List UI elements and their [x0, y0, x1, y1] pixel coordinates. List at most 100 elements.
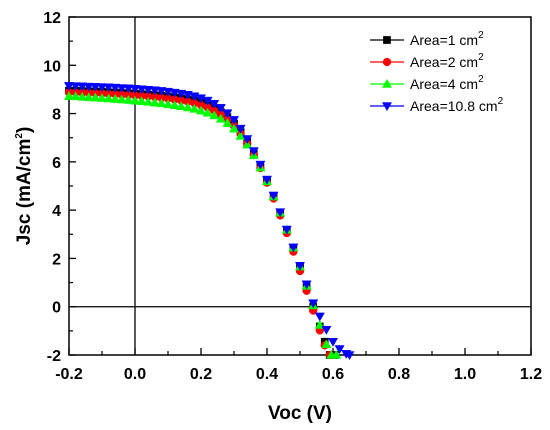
- legend-label-sup: 2: [498, 96, 504, 107]
- x-tick-label: -0.2: [55, 366, 83, 383]
- data-point: [123, 94, 134, 104]
- data-point: [308, 299, 319, 309]
- data-point: [288, 243, 299, 253]
- legend-marker: [381, 78, 393, 88]
- reference-lines: [69, 17, 531, 355]
- data-point: [334, 345, 345, 355]
- data-point: [215, 104, 226, 113]
- data-point: [123, 84, 134, 94]
- y-axis-title: Jsc (mA/cm2): [14, 127, 35, 246]
- data-point: [103, 93, 114, 103]
- data-point: [149, 86, 160, 96]
- x-tick-label: 0.4: [256, 366, 278, 383]
- legend-label: Area=1 cm2: [410, 30, 484, 48]
- x-tick-label: 0.0: [124, 366, 146, 383]
- data-point: [143, 96, 154, 106]
- y-tick-label: 8: [52, 107, 61, 124]
- legend-label: Area=10.8 cm2: [410, 96, 504, 114]
- y-tick-label: 12: [43, 10, 61, 27]
- data-point: [143, 85, 154, 95]
- data-point: [83, 92, 94, 102]
- data-point: [110, 83, 121, 93]
- data-point: [242, 135, 253, 145]
- data-point: [156, 98, 167, 108]
- data-point: [261, 175, 273, 185]
- data-point: [222, 118, 233, 127]
- data-point: [202, 107, 213, 117]
- legend-label: Area=4 cm2: [410, 74, 484, 92]
- y-tick-label: -2: [47, 348, 61, 365]
- data-point: [235, 124, 246, 134]
- y-axis-ticks: -2 0 2 4 6 8 10 12: [43, 10, 76, 365]
- legend-label-sup: 2: [478, 52, 484, 63]
- data-point: [222, 109, 233, 119]
- data-point: [149, 97, 160, 107]
- series-1: [65, 86, 339, 359]
- data-point: [189, 103, 200, 113]
- data-point: [182, 102, 193, 112]
- x-tick-label: 1.0: [454, 366, 476, 383]
- data-point: [314, 312, 325, 322]
- data-point: [110, 93, 121, 103]
- x-tick-label: 0.8: [388, 366, 410, 383]
- data-point: [331, 349, 342, 359]
- x-tick-label: 0.6: [322, 366, 344, 383]
- data-point: [344, 351, 355, 361]
- data-point: [136, 85, 147, 95]
- x-axis-ticks: -0.2 0.0 0.2 0.4 0.6 0.8 1.0 1.2: [55, 348, 542, 383]
- legend-label-main: Area=1 cm: [410, 32, 478, 48]
- data-point: [228, 123, 240, 133]
- y-tick-label: 10: [43, 58, 61, 75]
- data-point: [162, 87, 174, 97]
- data-point: [176, 101, 187, 111]
- legend-label-main: Area=4 cm: [410, 76, 478, 92]
- series-layer: [63, 82, 355, 361]
- y-tick-label: 0: [52, 300, 61, 317]
- data-point: [301, 280, 312, 290]
- data-point: [195, 94, 207, 104]
- data-point: [275, 208, 286, 218]
- data-point: [215, 113, 226, 123]
- series-3: [63, 91, 342, 359]
- legend-label-main: Area=10.8 cm: [410, 98, 498, 114]
- data-point: [169, 88, 180, 98]
- data-point: [327, 338, 339, 347]
- data-point: [129, 85, 141, 94]
- legend-marker: [381, 102, 393, 112]
- data-point: [294, 261, 306, 271]
- x-tick-label: 0.2: [190, 366, 212, 383]
- data-point: [90, 92, 101, 102]
- data-point: [209, 110, 220, 120]
- x-axis-title: Voc (V): [268, 403, 332, 424]
- data-point: [321, 339, 332, 349]
- data-point: [242, 139, 253, 149]
- y-axis-title-main: Jsc (mA/cm: [14, 139, 35, 246]
- data-point: [103, 83, 114, 93]
- data-point: [70, 82, 81, 92]
- data-point: [96, 83, 108, 93]
- data-point: [83, 82, 94, 92]
- data-point: [228, 116, 240, 125]
- y-tick-label: 2: [52, 251, 61, 268]
- legend-item: Area=2 cm2: [370, 52, 484, 70]
- data-point: [90, 83, 101, 92]
- data-point: [116, 84, 127, 94]
- legend-marker: [383, 36, 391, 44]
- data-point: [162, 99, 174, 109]
- data-point: [96, 93, 108, 102]
- data-point: [63, 91, 75, 100]
- data-point: [281, 225, 292, 235]
- data-point: [321, 325, 332, 335]
- legend-label: Area=2 cm2: [410, 52, 484, 70]
- y-tick-label: 6: [52, 155, 61, 172]
- data-point: [156, 87, 167, 96]
- data-point: [136, 96, 147, 105]
- data-point: [70, 91, 81, 101]
- y-axis-title-sup: 2: [14, 133, 25, 139]
- data-point: [77, 91, 88, 101]
- data-point: [268, 191, 279, 201]
- data-point: [77, 82, 88, 92]
- x-tick-label: 1.2: [520, 366, 542, 383]
- data-point: [116, 94, 127, 104]
